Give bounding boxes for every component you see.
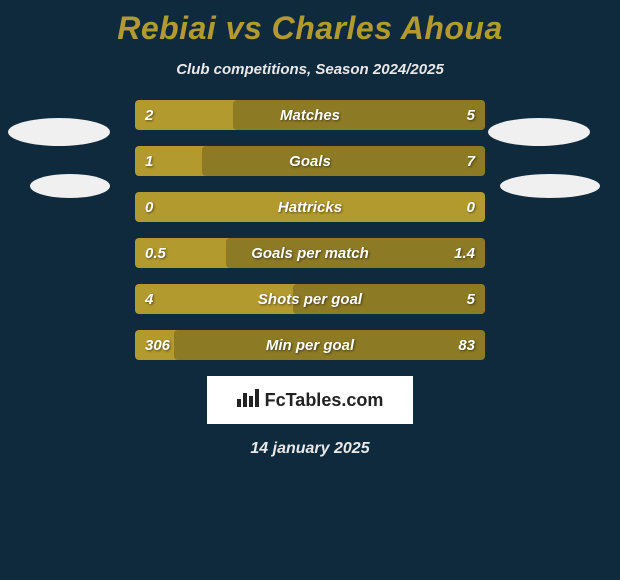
comparison-title: Rebiai vs Charles Ahoua xyxy=(0,0,620,47)
stat-value-right: 5 xyxy=(467,100,475,130)
stat-row: Goals1 7 xyxy=(135,146,485,176)
stat-row: Matches2 5 xyxy=(135,100,485,130)
logo-text: FcTables.com xyxy=(265,390,384,411)
stat-value-left: 306 xyxy=(145,330,170,360)
stat-value-right: 1.4 xyxy=(454,238,475,268)
stat-value-left: 2 xyxy=(145,100,153,130)
stat-label: Goals xyxy=(135,146,485,176)
stat-label: Matches xyxy=(135,100,485,130)
stat-value-left: 0.5 xyxy=(145,238,166,268)
stat-value-right: 0 xyxy=(467,192,475,222)
comparison-subtitle: Club competitions, Season 2024/2025 xyxy=(0,61,620,78)
stat-value-right: 5 xyxy=(467,284,475,314)
stat-value-left: 0 xyxy=(145,192,153,222)
logo-bar: FcTables.com xyxy=(207,376,413,424)
stat-value-left: 4 xyxy=(145,284,153,314)
stat-row: Shots per goal4 5 xyxy=(135,284,485,314)
stat-value-left: 1 xyxy=(145,146,153,176)
player-photo-placeholder xyxy=(30,174,110,198)
stat-row: Min per goal306 83 xyxy=(135,330,485,360)
player-photo-placeholder xyxy=(488,118,590,146)
stat-label: Shots per goal xyxy=(135,284,485,314)
stat-value-right: 7 xyxy=(467,146,475,176)
player-photo-placeholder xyxy=(500,174,600,198)
stat-value-right: 83 xyxy=(458,330,475,360)
stat-label: Hattricks xyxy=(135,192,485,222)
comparison-chart: Matches2 5 Goals1 7 Hattricks0 0 Goals per mat… xyxy=(0,100,620,360)
stat-row: Hattricks0 0 xyxy=(135,192,485,222)
stat-label: Min per goal xyxy=(135,330,485,360)
snapshot-date: 14 january 2025 xyxy=(0,440,620,458)
player-photo-placeholder xyxy=(8,118,110,146)
stat-row: Goals per match0.5 1.4 xyxy=(135,238,485,268)
stat-label: Goals per match xyxy=(135,238,485,268)
bar-chart-icon xyxy=(237,387,259,413)
